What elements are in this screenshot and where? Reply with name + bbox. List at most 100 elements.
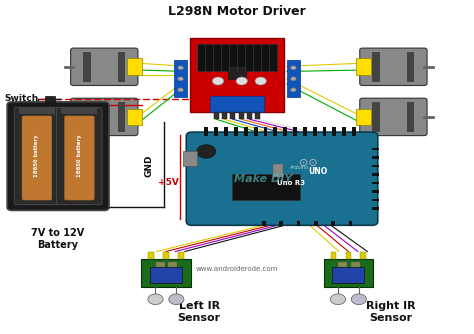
Bar — [222, 112, 227, 119]
Bar — [19, 108, 55, 114]
FancyBboxPatch shape — [64, 116, 94, 200]
Bar — [342, 131, 346, 136]
Text: Make DIY: Make DIY — [234, 174, 292, 184]
Bar — [262, 221, 266, 226]
Bar — [356, 109, 371, 125]
Bar — [407, 102, 414, 132]
Bar — [372, 199, 379, 201]
Bar — [141, 259, 191, 287]
Bar — [254, 127, 257, 132]
Bar — [127, 58, 142, 75]
Bar — [283, 127, 287, 132]
Bar — [372, 165, 379, 167]
Bar — [228, 65, 246, 79]
FancyBboxPatch shape — [71, 98, 138, 136]
Bar — [204, 131, 208, 136]
Bar — [197, 43, 277, 71]
Bar — [372, 207, 379, 210]
Bar — [156, 262, 165, 267]
Bar — [372, 182, 379, 184]
Bar — [163, 252, 169, 259]
Bar — [214, 112, 219, 119]
Bar — [183, 151, 197, 166]
Bar — [338, 262, 347, 267]
Bar — [118, 102, 125, 132]
Bar — [352, 127, 356, 132]
Text: UNO: UNO — [308, 167, 327, 176]
Text: 18650 battery: 18650 battery — [35, 135, 39, 177]
Bar — [332, 267, 365, 283]
Bar — [373, 52, 380, 82]
Bar — [303, 131, 307, 136]
Text: Switch: Switch — [5, 94, 39, 103]
Bar — [224, 127, 228, 132]
Bar — [247, 112, 252, 119]
Bar — [283, 131, 287, 136]
Circle shape — [291, 77, 296, 81]
Bar — [239, 112, 244, 119]
Bar — [264, 131, 267, 136]
Bar — [273, 127, 277, 132]
Bar — [204, 127, 208, 132]
Bar — [323, 127, 327, 132]
Circle shape — [255, 77, 266, 85]
Bar — [273, 164, 283, 177]
Text: GND: GND — [145, 154, 154, 177]
Bar — [190, 38, 284, 112]
Bar — [287, 60, 300, 97]
Bar — [407, 52, 414, 82]
Bar — [346, 252, 351, 259]
FancyBboxPatch shape — [71, 48, 138, 86]
Bar — [214, 127, 218, 132]
Bar — [323, 131, 327, 136]
Text: 7V to 12V
Battery: 7V to 12V Battery — [31, 228, 84, 249]
Bar — [331, 221, 335, 226]
Circle shape — [291, 66, 296, 70]
Circle shape — [197, 145, 216, 158]
Bar — [244, 127, 247, 132]
Bar — [351, 262, 360, 267]
Bar — [264, 127, 267, 132]
Circle shape — [169, 294, 184, 305]
Circle shape — [178, 77, 183, 81]
Bar — [279, 221, 283, 226]
Bar — [148, 252, 154, 259]
Bar — [348, 221, 352, 226]
Bar — [62, 108, 97, 114]
Bar — [372, 190, 379, 193]
Bar — [127, 109, 142, 125]
Text: Right IR
Sensor: Right IR Sensor — [366, 302, 416, 323]
Bar — [83, 102, 91, 132]
Bar — [331, 252, 336, 259]
Bar — [230, 112, 235, 119]
Text: ⊙⊙: ⊙⊙ — [299, 158, 318, 168]
Circle shape — [236, 77, 247, 85]
FancyBboxPatch shape — [57, 108, 102, 205]
Circle shape — [178, 66, 183, 70]
Bar — [356, 58, 371, 75]
Bar — [168, 262, 177, 267]
Bar — [244, 131, 247, 136]
Bar — [372, 173, 379, 176]
Bar — [224, 131, 228, 136]
Text: www.androiderode.com: www.androiderode.com — [196, 266, 278, 272]
Circle shape — [330, 294, 346, 305]
FancyBboxPatch shape — [186, 132, 378, 225]
Text: Uno R3: Uno R3 — [277, 180, 306, 186]
Bar — [297, 221, 301, 226]
Bar — [373, 102, 380, 132]
Text: Arduino: Arduino — [289, 165, 308, 170]
Bar — [332, 131, 336, 136]
FancyBboxPatch shape — [360, 98, 427, 136]
Bar — [254, 131, 257, 136]
Bar — [352, 131, 356, 136]
Bar — [234, 127, 238, 132]
Bar — [273, 131, 277, 136]
Bar — [342, 127, 346, 132]
Bar — [313, 127, 317, 132]
Bar — [372, 148, 379, 150]
Bar — [234, 131, 238, 136]
Circle shape — [291, 88, 296, 92]
Circle shape — [212, 77, 224, 85]
Bar — [372, 156, 379, 159]
